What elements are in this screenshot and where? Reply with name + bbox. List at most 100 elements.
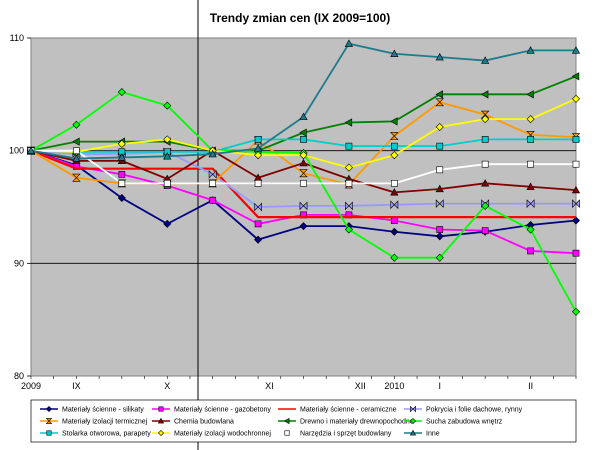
data-point: [390, 142, 398, 150]
data-point: [527, 247, 534, 255]
data-point: [480, 90, 489, 99]
legend-label: Materiały ścienne - gazobetony: [174, 407, 271, 414]
legend-item: Narzędzia i sprzęt budowlany: [278, 430, 392, 438]
x-tick-label: XI: [265, 381, 274, 391]
data-point: [390, 117, 398, 126]
data-point: [435, 98, 445, 107]
data-point: [571, 72, 580, 81]
data-point: [571, 185, 581, 194]
data-point: [436, 226, 444, 233]
legend-label: Materiały ścienne - silikaty: [62, 407, 144, 414]
y-tick-label: 80: [14, 371, 24, 381]
data-point: [163, 179, 171, 187]
data-point: [526, 225, 535, 234]
data-point: [157, 417, 165, 424]
data-point: [345, 201, 353, 211]
legend-label: Materiały izolacji termicznej: [62, 419, 148, 426]
data-point: [481, 136, 489, 143]
data-point: [72, 137, 80, 146]
legend-item: Drewno i materiały drewnopochodne: [278, 417, 414, 426]
data-point: [299, 112, 308, 121]
legend-label: Inne: [426, 431, 440, 438]
data-point: [299, 158, 308, 167]
x-tick-label: 2010: [384, 381, 404, 391]
data-point: [117, 193, 126, 203]
data-point: [254, 136, 262, 143]
data-point: [208, 170, 217, 179]
data-point: [390, 188, 399, 196]
data-point: [344, 163, 353, 172]
data-point: [390, 179, 398, 187]
data-point: [526, 182, 535, 190]
data-point: [571, 307, 581, 316]
data-point: [118, 179, 126, 187]
x-tick-label: IX: [72, 381, 81, 391]
data-point: [390, 49, 399, 57]
x-tick-label: II: [528, 381, 533, 391]
legend-label: Materiały ścienne - ceramiczne: [300, 407, 397, 414]
legend-label: Chemia budowlana: [174, 419, 234, 426]
data-point: [435, 52, 444, 61]
x-tick-label: XII: [355, 381, 366, 391]
data-point: [572, 160, 580, 168]
data-point: [435, 232, 444, 241]
y-tick-label: 90: [14, 258, 24, 268]
data-point: [481, 115, 490, 124]
legend-box: [30, 399, 577, 443]
data-point: [345, 142, 353, 150]
data-point: [163, 101, 172, 110]
series-layer: [26, 39, 581, 316]
chart-title: Trendy zmian cen (IX 2009=100): [210, 11, 390, 25]
legend-label: Stolarka otworowa, parapety: [62, 431, 151, 438]
data-point: [390, 151, 399, 160]
data-point: [45, 405, 53, 413]
legend-label: Narzędzia i sprzęt budowlany: [300, 431, 392, 438]
data-point: [435, 122, 444, 132]
data-point: [73, 147, 80, 155]
data-point: [390, 227, 399, 236]
legend-item: Materiały ścienne - gazobetony: [152, 406, 271, 414]
data-point: [345, 179, 353, 187]
data-point: [526, 90, 534, 99]
data-point: [410, 405, 416, 413]
data-point: [46, 430, 52, 436]
data-point: [390, 253, 399, 262]
data-point: [26, 146, 36, 154]
data-point: [435, 90, 443, 99]
data-point: [117, 88, 126, 97]
data-point: [409, 429, 417, 436]
series-10: [27, 147, 580, 187]
data-point: [390, 200, 399, 210]
legend-label: Materiały izolacji wodochronnej: [174, 431, 271, 438]
data-point: [571, 94, 581, 103]
legend-label: Drewno i materiały drewnopochodne: [300, 419, 414, 426]
data-point: [435, 253, 444, 262]
data-point: [72, 120, 81, 129]
data-point: [526, 199, 535, 208]
data-point: [163, 152, 172, 160]
data-point: [209, 196, 217, 204]
data-point: [118, 170, 126, 178]
data-point: [158, 406, 164, 412]
legend-item: Materiały izolacji wodochronnej: [152, 429, 271, 438]
data-point: [283, 417, 290, 425]
data-point: [344, 39, 354, 47]
data-point: [208, 149, 217, 158]
legend-item: Materiały izolacji termicznej: [40, 418, 148, 426]
data-point: [299, 128, 307, 137]
legend-label: Sucha zabudowa wnętrz: [426, 419, 503, 426]
data-point: [572, 136, 580, 143]
data-point: [299, 222, 308, 231]
legend-item: Chemia budowlana: [152, 417, 234, 426]
data-point: [436, 142, 444, 150]
x-tick-label: X: [164, 381, 170, 391]
legend-item: Stolarka otworowa, parapety: [40, 430, 151, 438]
plot-area: [30, 37, 577, 377]
data-point: [300, 179, 307, 187]
series-11: [26, 39, 581, 162]
legend: Materiały ścienne - silikaty Materiały śc…: [40, 405, 523, 438]
data-point: [571, 216, 581, 225]
data-point: [299, 151, 308, 160]
